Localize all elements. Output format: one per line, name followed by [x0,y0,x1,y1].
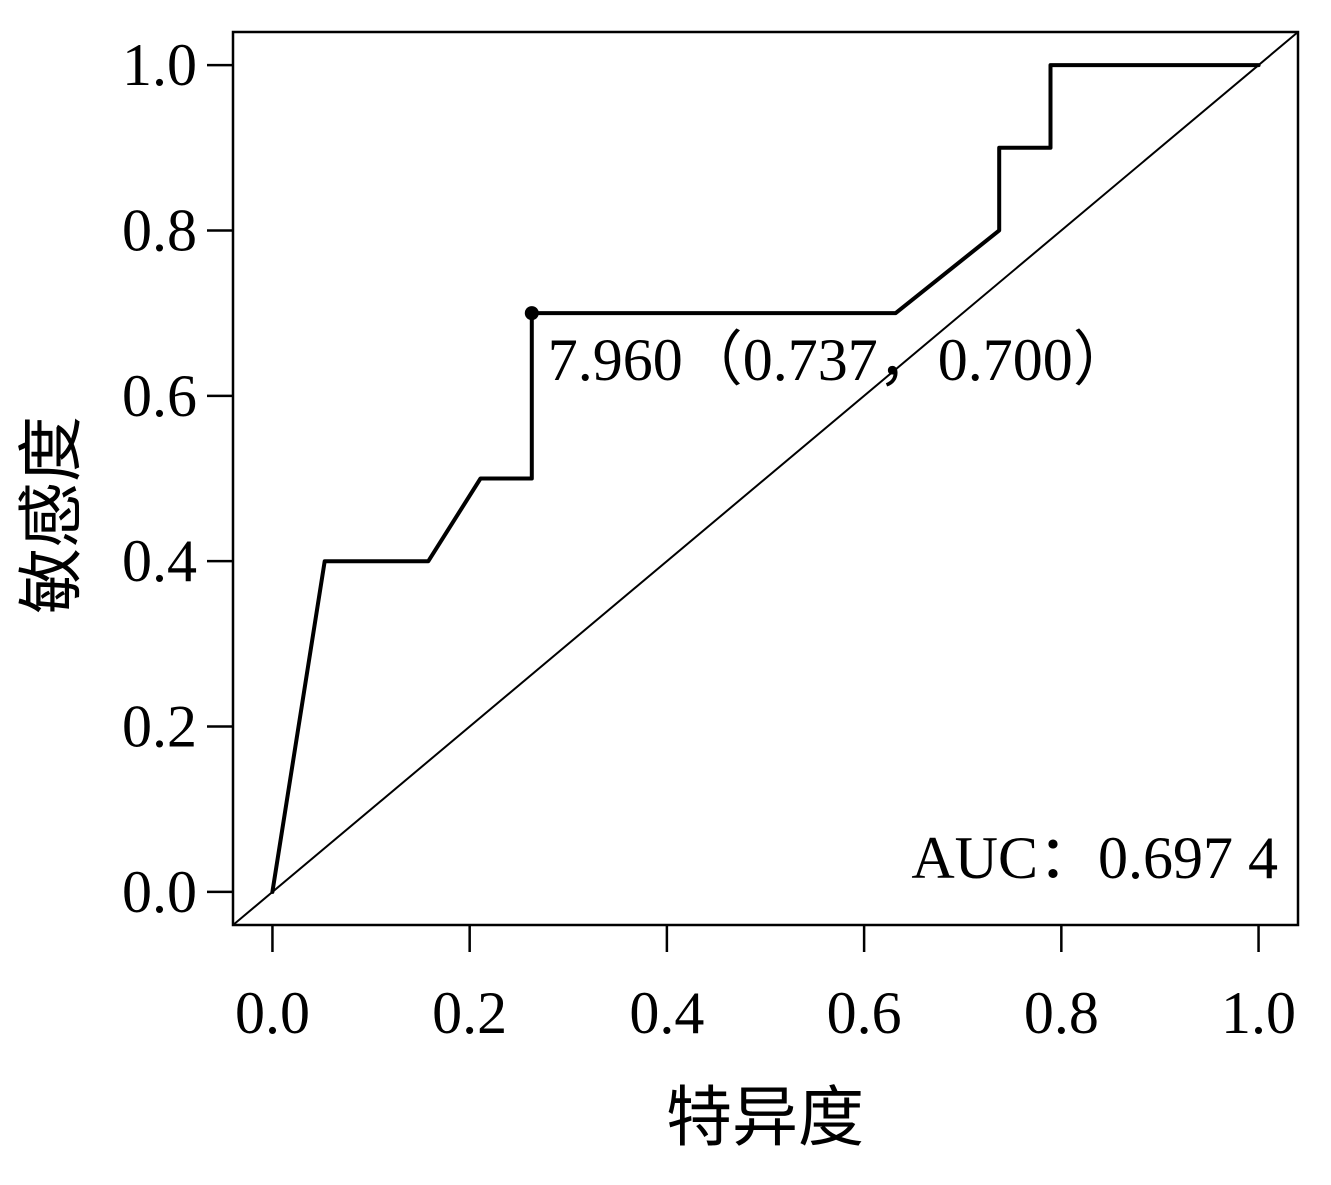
x-tick-label-2: 0.4 [629,980,704,1046]
y-tick-label-2: 0.4 [122,528,197,594]
y-axis-title: 敏感度 [16,416,89,614]
x-tick-label-1: 0.2 [432,980,507,1046]
x-tick-label-0: 0.0 [235,980,310,1046]
auc-label: AUC：0.697 4 [911,825,1278,891]
axes: 0.0 0.2 0.4 0.6 0.8 1.0 0.0 0.2 0.4 0.6 0.8 1.0 [122,32,1296,1046]
y-tick-label-4: 0.8 [122,197,197,263]
plot-area [233,32,1298,925]
y-tick-label-1: 0.2 [122,694,197,760]
y-tick-label-3: 0.6 [122,363,197,429]
x-tick-label-5: 1.0 [1221,980,1296,1046]
x-tick-label-4: 0.8 [1024,980,1099,1046]
y-tick-label-0: 0.0 [122,859,197,925]
plot-frame [231,30,1300,927]
x-axis-title: 特异度 [666,1082,864,1155]
reference-diagonal-line [233,32,1298,925]
annotation-layer: 7.960（0.737，0.700） [548,327,1133,393]
cutoff-point [524,306,539,321]
y-tick-label-5: 1.0 [122,32,197,98]
cutoff-point-label: 7.960（0.737，0.700） [548,327,1133,393]
roc-curve-line [270,63,1261,894]
x-tick-label-3: 0.6 [827,980,902,1046]
